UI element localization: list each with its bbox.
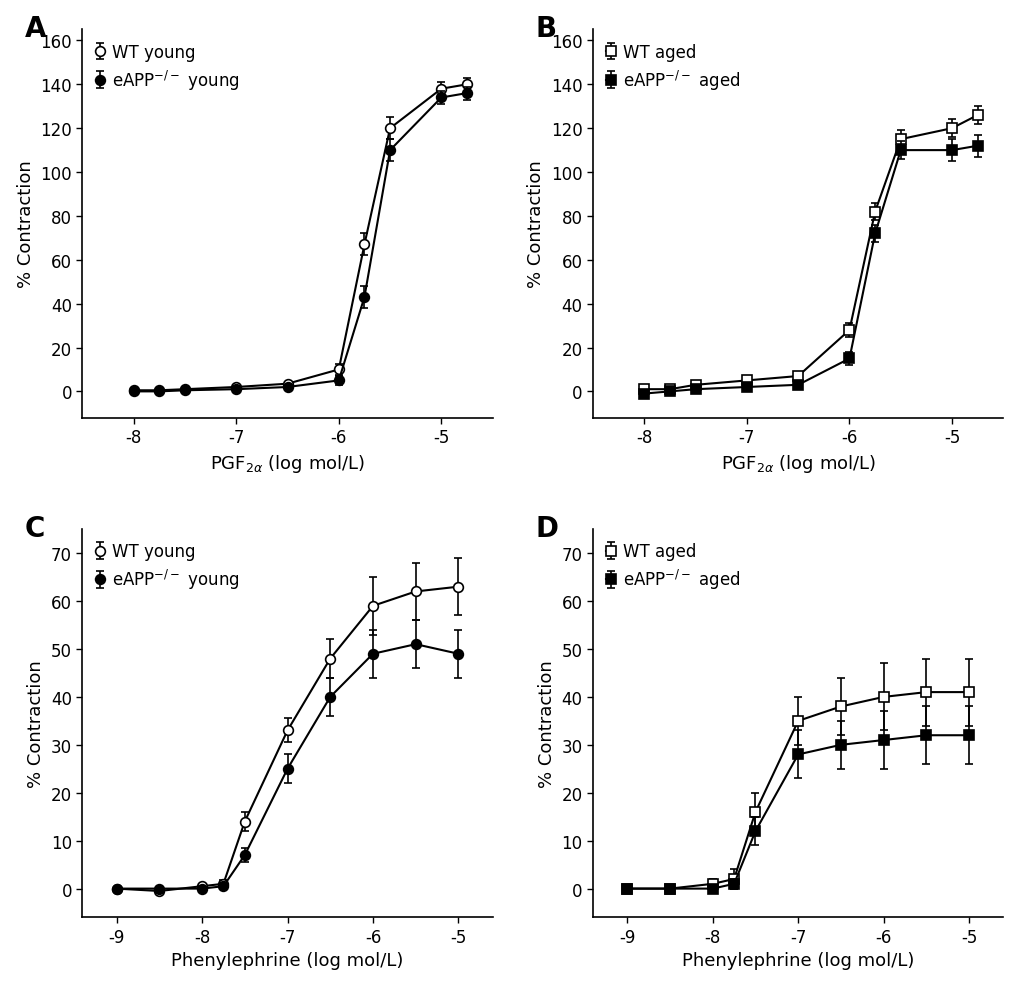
Legend: WT young, eAPP$^{-/-}$ young: WT young, eAPP$^{-/-}$ young [91, 38, 245, 98]
Y-axis label: % Contraction: % Contraction [16, 161, 35, 288]
Text: C: C [24, 514, 45, 542]
Y-axis label: % Contraction: % Contraction [537, 660, 555, 788]
X-axis label: PGF$_{2\alpha}$ (log mol/L): PGF$_{2\alpha}$ (log mol/L) [720, 453, 875, 474]
Legend: WT aged, eAPP$^{-/-}$ aged: WT aged, eAPP$^{-/-}$ aged [601, 538, 745, 597]
Legend: WT young, eAPP$^{-/-}$ young: WT young, eAPP$^{-/-}$ young [91, 538, 245, 597]
Legend: WT aged, eAPP$^{-/-}$ aged: WT aged, eAPP$^{-/-}$ aged [601, 38, 745, 98]
Text: D: D [535, 514, 558, 542]
Text: B: B [535, 15, 556, 43]
X-axis label: Phenylephrine (log mol/L): Phenylephrine (log mol/L) [682, 951, 913, 969]
Text: A: A [24, 15, 47, 43]
X-axis label: PGF$_{2\alpha}$ (log mol/L): PGF$_{2\alpha}$ (log mol/L) [210, 453, 365, 474]
Y-axis label: % Contraction: % Contraction [527, 161, 545, 288]
X-axis label: Phenylephrine (log mol/L): Phenylephrine (log mol/L) [171, 951, 404, 969]
Y-axis label: % Contraction: % Contraction [28, 660, 45, 788]
